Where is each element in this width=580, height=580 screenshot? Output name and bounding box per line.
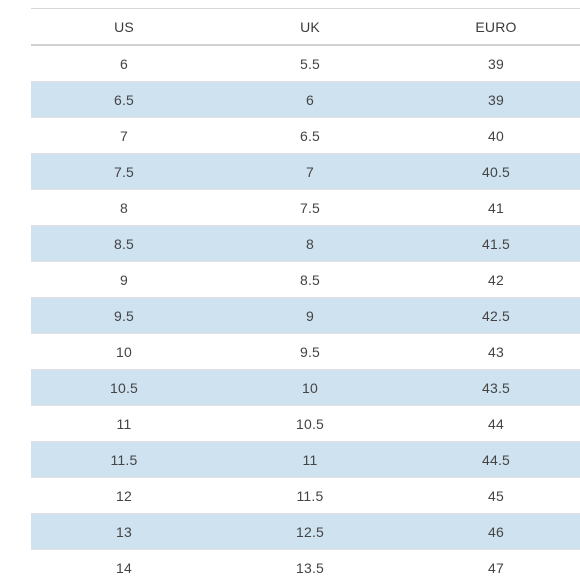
cell-uk: 7.5 <box>299 199 321 216</box>
cell-uk: 10 <box>302 379 318 396</box>
column-header-uk: UK <box>300 18 320 35</box>
cell-us: 9 <box>120 271 128 288</box>
table-row: 14 13.5 47 <box>31 550 580 580</box>
table-row: 8 7.5 41 <box>31 190 580 226</box>
table-row: 6.5 6 39 <box>31 82 580 118</box>
cell-us: 12 <box>116 487 132 504</box>
cell-uk: 12.5 <box>295 523 325 540</box>
size-chart-table: US UK EURO 6 5.5 39 6.5 6 39 7 6.5 40 7.5 7 40.5 8 7.… <box>31 8 580 580</box>
cell-us: 9.5 <box>113 307 135 324</box>
cell-us: 7 <box>120 127 128 144</box>
cell-us: 8.5 <box>113 235 135 252</box>
table-row: 7 6.5 40 <box>31 118 580 154</box>
cell-us: 6 <box>120 55 128 72</box>
cell-us: 13 <box>116 523 132 540</box>
cell-uk: 7 <box>306 163 314 180</box>
cell-uk: 13.5 <box>295 559 325 576</box>
cell-euro: 47 <box>488 559 504 576</box>
table-row: 8.5 8 41.5 <box>31 226 580 262</box>
cell-us: 10.5 <box>109 379 139 396</box>
cell-uk: 6 <box>306 91 314 108</box>
cell-uk: 8 <box>306 235 314 252</box>
cell-euro: 42 <box>488 271 504 288</box>
cell-us: 6.5 <box>113 91 135 108</box>
table-row: 11.5 11 44.5 <box>31 442 580 478</box>
cell-euro: 40.5 <box>481 163 511 180</box>
cell-us: 11.5 <box>110 451 138 468</box>
cell-uk: 11 <box>302 451 318 468</box>
cell-us: 7.5 <box>113 163 135 180</box>
cell-us: 14 <box>116 559 132 576</box>
column-header-euro: EURO <box>475 18 517 35</box>
cell-euro: 42.5 <box>481 307 511 324</box>
cell-euro: 46 <box>488 523 504 540</box>
table-row: 12 11.5 45 <box>31 478 580 514</box>
cell-euro: 39 <box>488 91 504 108</box>
table-body: 6 5.5 39 6.5 6 39 7 6.5 40 7.5 7 40.5 8 7.5 41 8.5 8 41.5… <box>31 46 580 580</box>
table-row: 7.5 7 40.5 <box>31 154 580 190</box>
cell-uk: 5.5 <box>299 55 321 72</box>
cell-euro: 44.5 <box>481 451 511 468</box>
cell-euro: 39 <box>488 55 504 72</box>
cell-euro: 44 <box>488 415 504 432</box>
cell-us: 10 <box>116 343 132 360</box>
column-header-us: US <box>114 18 134 35</box>
cell-uk: 9.5 <box>299 343 321 360</box>
cell-us: 8 <box>120 199 128 216</box>
table-row: 11 10.5 44 <box>31 406 580 442</box>
cell-uk: 9 <box>306 307 314 324</box>
cell-uk: 11.5 <box>296 487 324 504</box>
table-header-row: US UK EURO <box>31 9 580 46</box>
table-row: 9.5 9 42.5 <box>31 298 580 334</box>
cell-us: 11 <box>116 415 132 432</box>
cell-uk: 8.5 <box>299 271 321 288</box>
cell-euro: 41 <box>488 199 504 216</box>
table-row: 13 12.5 46 <box>31 514 580 550</box>
cell-euro: 40 <box>488 127 504 144</box>
cell-euro: 45 <box>488 487 504 504</box>
cell-uk: 6.5 <box>299 127 321 144</box>
cell-euro: 43 <box>488 343 504 360</box>
table-row: 6 5.5 39 <box>31 46 580 82</box>
cell-uk: 10.5 <box>295 415 325 432</box>
table-row: 10.5 10 43.5 <box>31 370 580 406</box>
cell-euro: 41.5 <box>481 235 511 252</box>
table-row: 9 8.5 42 <box>31 262 580 298</box>
cell-euro: 43.5 <box>481 379 511 396</box>
table-row: 10 9.5 43 <box>31 334 580 370</box>
